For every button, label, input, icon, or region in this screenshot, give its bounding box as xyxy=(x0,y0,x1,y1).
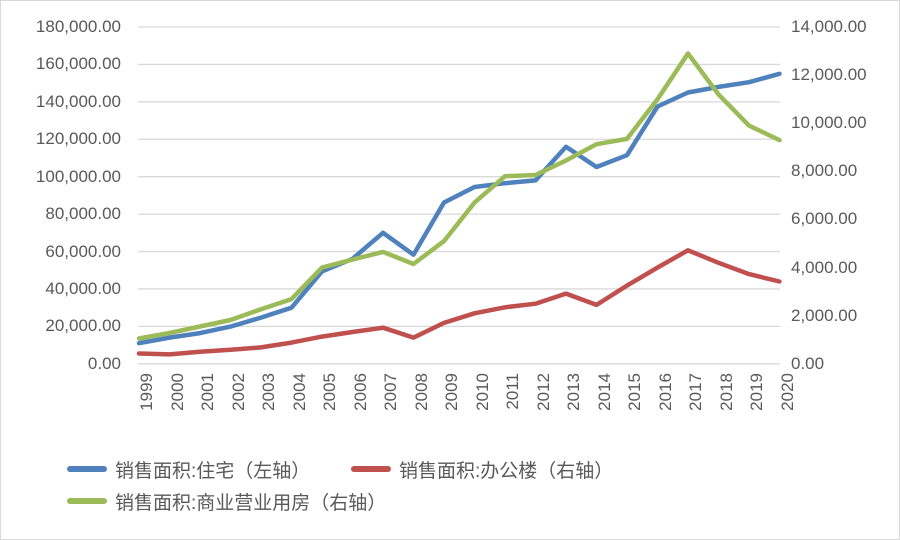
x-axis-tick-label: 2000 xyxy=(167,373,187,411)
y-axis-left-tick-label: 160,000.00 xyxy=(35,54,121,74)
series-line-residential[interactable] xyxy=(136,71,782,346)
x-axis-tick-label: 2006 xyxy=(350,373,370,411)
y-axis-left-tick-label: 180,000.00 xyxy=(35,17,121,36)
y-axis-left-tick-label: 0.00 xyxy=(87,353,121,373)
x-axis-tick-label: 2008 xyxy=(411,373,431,411)
y-axis-left-tick-label: 140,000.00 xyxy=(35,91,121,111)
x-axis-tick-label: 2014 xyxy=(594,373,614,411)
x-axis-tick-label: 2002 xyxy=(228,373,248,411)
x-axis-tick-label: 2019 xyxy=(747,373,766,411)
x-axis-tick-label: 2011 xyxy=(503,373,522,410)
y-axis-right-tick-label: 0.00 xyxy=(791,353,825,373)
x-axis-tick-label: 2017 xyxy=(686,373,705,411)
legend-item-office[interactable]: 销售面积:办公楼（右轴） xyxy=(351,457,614,482)
x-axis-tick-label: 2005 xyxy=(320,373,339,411)
x-axis-tick-label: 2020 xyxy=(777,373,797,411)
legend-label-residential: 销售面积:住宅（左轴） xyxy=(115,460,311,482)
x-axis-tick-label: 2003 xyxy=(259,373,278,411)
x-axis-tick-label: 1999 xyxy=(137,373,156,411)
x-axis-tick-label: 2004 xyxy=(289,373,309,411)
legend-item-commercial[interactable]: 销售面积:商业营业用房（右轴） xyxy=(67,489,387,514)
y-axis-left-tick-label: 120,000.00 xyxy=(35,129,121,149)
y-axis-left-tick-label: 40,000.00 xyxy=(45,278,121,298)
y-axis-right-tick-label: 10,000.00 xyxy=(791,113,867,133)
legend-swatch-residential-icon xyxy=(67,466,107,472)
y-axis-right-tick-label: 8,000.00 xyxy=(791,161,858,181)
x-axis-tick-label: 2012 xyxy=(533,373,553,411)
series-line-commercial[interactable] xyxy=(136,51,782,341)
legend-swatch-commercial-icon xyxy=(67,498,107,504)
x-axis-tick-label: 2001 xyxy=(198,373,217,411)
y-axis-right-tick-label: 14,000.00 xyxy=(791,17,867,36)
x-axis-tick-label: 2016 xyxy=(655,373,675,411)
y-axis-right-tick-label: 6,000.00 xyxy=(791,209,858,229)
y-axis-right-tick-label: 4,000.00 xyxy=(791,257,858,277)
x-axis-tick-label: 2015 xyxy=(625,373,644,411)
y-axis-left-tick-label: 80,000.00 xyxy=(45,204,121,224)
x-axis-tick-label: 2007 xyxy=(381,373,400,411)
legend-label-office: 销售面积:办公楼（右轴） xyxy=(399,460,614,482)
y-axis-left-tick-label: 20,000.00 xyxy=(45,316,121,336)
y-axis-right-tick-label: 12,000.00 xyxy=(791,65,867,85)
x-axis-tick-label: 2009 xyxy=(442,373,461,411)
y-axis-left-tick-label: 60,000.00 xyxy=(45,241,121,261)
x-axis-tick-label: 2013 xyxy=(564,373,583,411)
series-line-office[interactable] xyxy=(136,248,782,357)
x-axis-tick-label: 2010 xyxy=(472,373,492,411)
legend-swatch-office-icon xyxy=(351,466,391,472)
y-axis-left-tick-label: 100,000.00 xyxy=(35,166,121,186)
legend-item-residential[interactable]: 销售面积:住宅（左轴） xyxy=(67,457,311,482)
x-axis-tick-label: 2018 xyxy=(716,373,736,411)
y-axis-right-tick-label: 2,000.00 xyxy=(791,305,858,325)
legend-label-commercial: 销售面积:商业营业用房（右轴） xyxy=(115,492,387,514)
